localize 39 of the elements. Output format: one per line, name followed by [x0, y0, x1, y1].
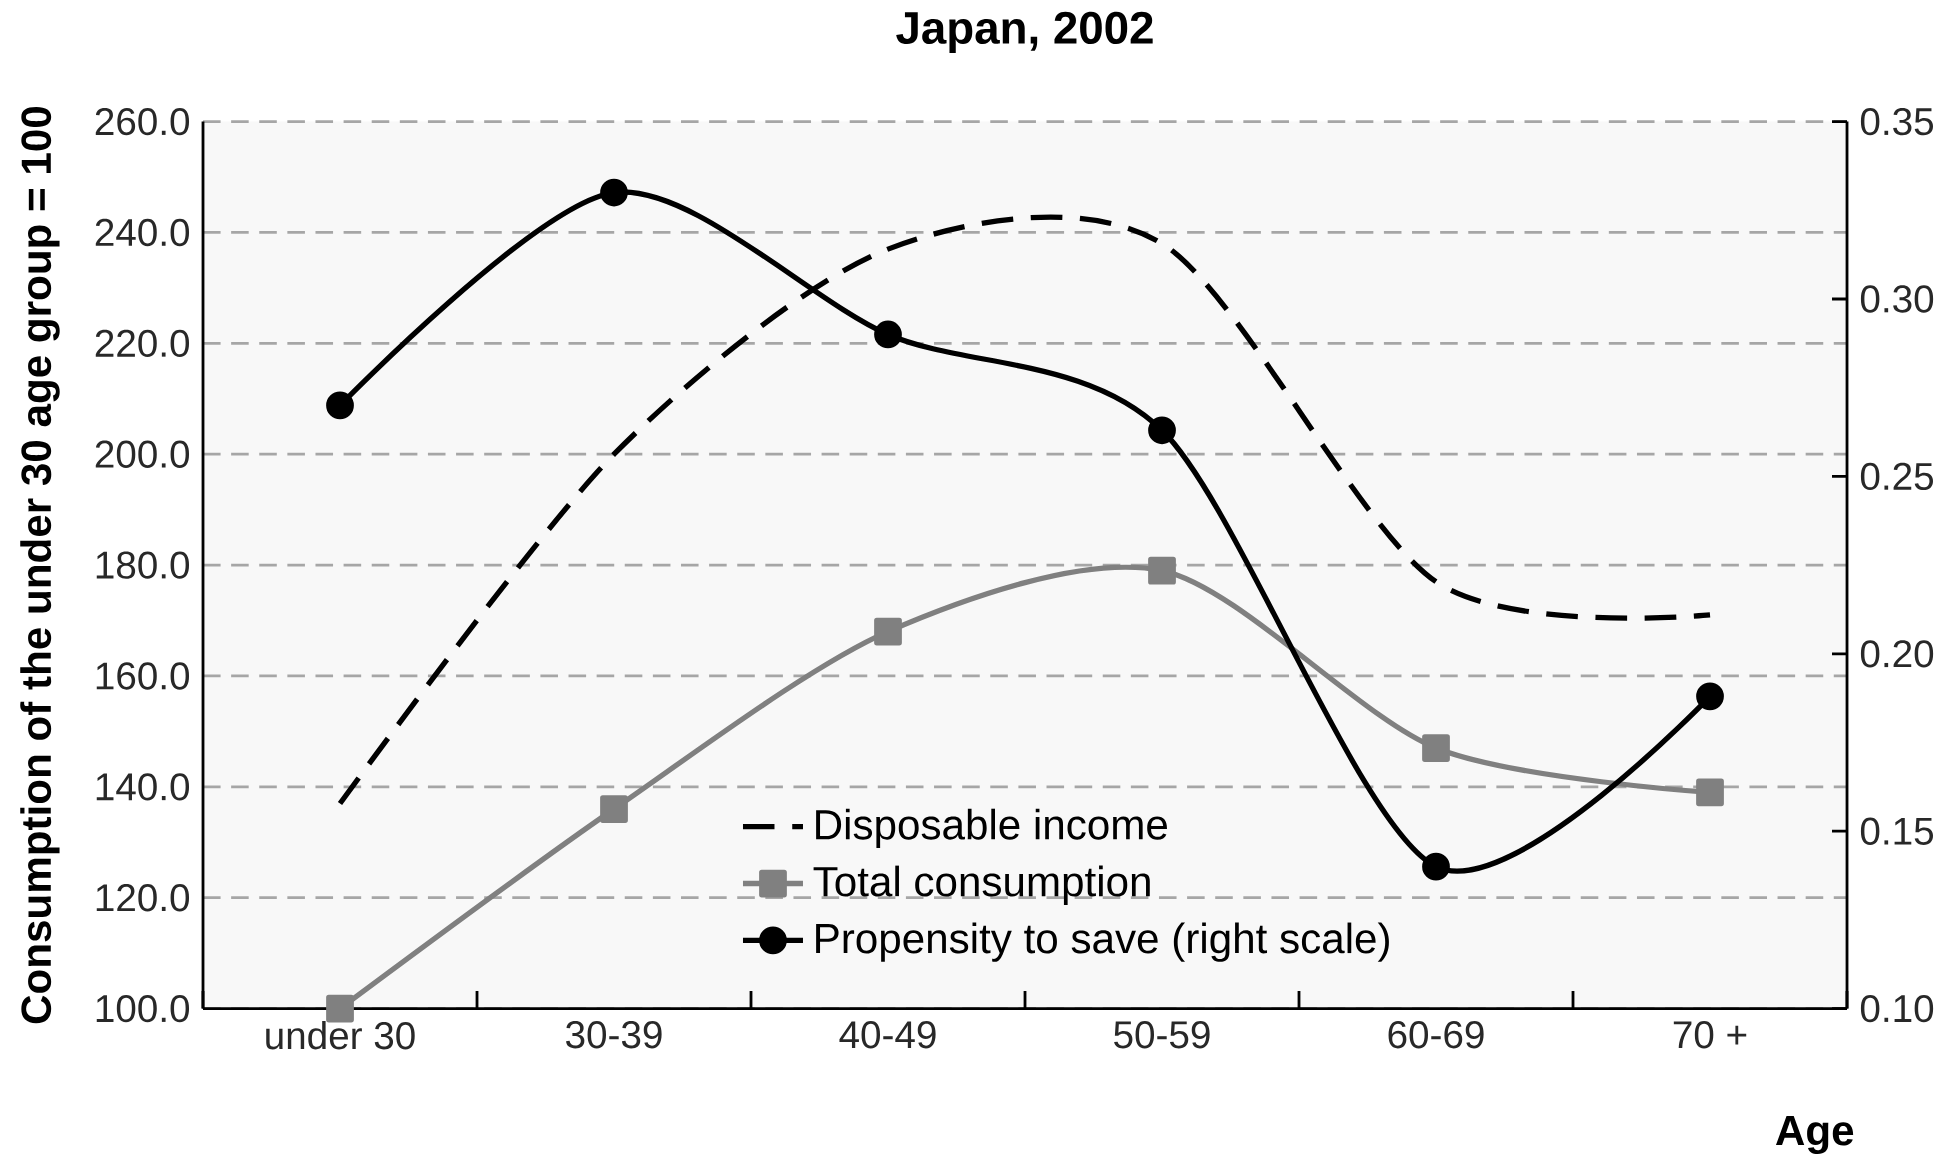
y-tick-label: 100.0	[96, 995, 190, 1023]
y-tick-label: 200.0	[95, 440, 190, 469]
point	[1148, 416, 1176, 445]
point	[600, 178, 628, 207]
point	[1422, 852, 1450, 881]
y2-tick-label: 0.15	[1860, 817, 1934, 846]
legend-label: Total consumption	[813, 865, 1150, 906]
y2-tick-label: 0.30	[1860, 285, 1934, 313]
y-tick-label: 120.0	[96, 884, 190, 912]
y-tick-label: 140.0	[96, 773, 190, 801]
x-tick-label: under 30	[266, 1021, 415, 1050]
y2-tick-label: 0.35	[1860, 108, 1934, 136]
point	[1696, 778, 1724, 807]
y2-tick-label: 0.20	[1860, 640, 1934, 668]
x-tick-label: 30-39	[566, 1021, 662, 1049]
legend-label: Disposable income	[816, 808, 1167, 849]
x-axis-title: Age	[1775, 1116, 1854, 1155]
y-tick-label: 160.0	[96, 662, 190, 690]
x-tick-label: 60-69	[1388, 1021, 1484, 1049]
point	[326, 391, 354, 420]
y-tick-label: 260.0	[95, 108, 190, 136]
point	[874, 320, 902, 349]
x-tick-label: 40-49	[839, 1021, 936, 1049]
chart-title: Japan, 2002	[896, 11, 1153, 54]
y-tick-label: 180.0	[96, 551, 190, 579]
y-tick-label: 240.0	[95, 218, 190, 247]
x-tick-label: 70 +	[1673, 1021, 1747, 1049]
point	[1696, 682, 1724, 711]
point	[1422, 734, 1450, 763]
point	[874, 617, 902, 646]
point	[326, 994, 354, 1023]
point	[1148, 556, 1176, 585]
y2-tick-label: 0.25	[1860, 462, 1934, 491]
y-axis-title: Consumption of the under 30 age group = 100	[20, 107, 60, 1024]
y2-tick-label: 0.10	[1860, 995, 1934, 1023]
y-tick-label: 220.0	[95, 329, 190, 358]
legend-label: Propensity to save (right scale)	[816, 922, 1389, 962]
point	[600, 795, 628, 824]
x-tick-label: 50-59	[1114, 1021, 1210, 1049]
